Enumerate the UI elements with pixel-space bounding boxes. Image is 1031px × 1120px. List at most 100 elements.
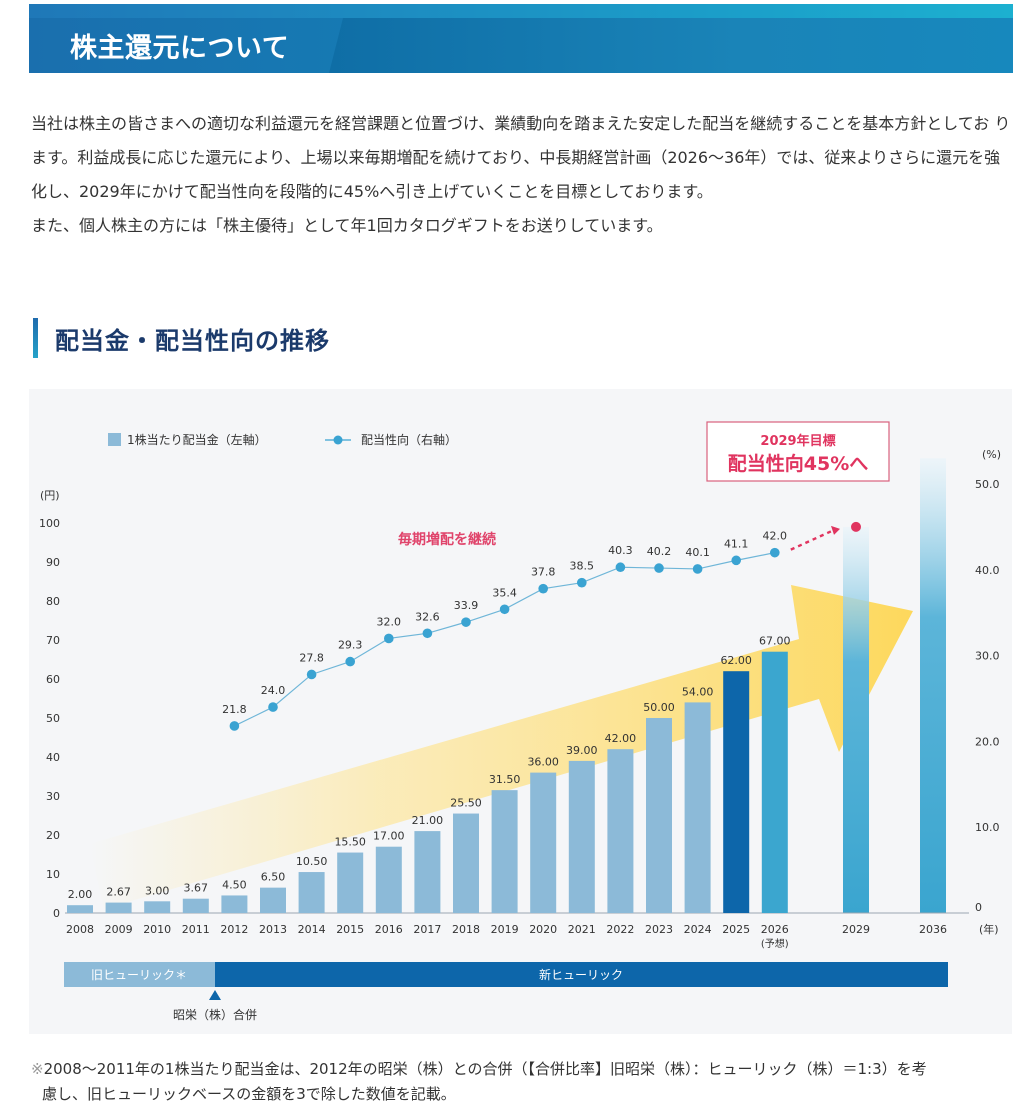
x-tick-label-2008: 2008 xyxy=(66,923,94,936)
payout-point-2025 xyxy=(731,555,741,566)
payout-point-2017 xyxy=(422,628,433,639)
y-tick-label: 60 xyxy=(46,673,60,686)
target-box-line1: 2029年目標 xyxy=(760,433,835,449)
dividend-label-2010: 3.00 xyxy=(145,884,170,897)
payout-point-2018 xyxy=(461,617,471,627)
payout-target-point-2029 xyxy=(851,521,861,532)
x-axis-unit: (年) xyxy=(979,922,999,936)
y-tick-label: 50 xyxy=(46,712,60,725)
payout-point-2021 xyxy=(577,577,587,588)
payout-label-2026: 42.0 xyxy=(763,530,788,543)
merger-label: 昭栄（株）合併 xyxy=(173,1007,257,1022)
dividend-bar-2013 xyxy=(260,887,286,913)
dividend-bar-2016 xyxy=(375,846,402,913)
payout-point-2026 xyxy=(770,547,780,558)
dividend-bar-2015 xyxy=(337,852,364,913)
x-tick-sublabel-2026: (予想) xyxy=(761,937,789,950)
payout-label-2025: 41.1 xyxy=(724,537,749,550)
payout-label-2018: 33.9 xyxy=(454,599,479,612)
x-tick-label-2013: 2013 xyxy=(259,923,287,936)
dividend-label-2009: 2.67 xyxy=(106,886,131,899)
dividend-bar-2017 xyxy=(414,831,441,913)
intro-paragraph-2: また、個人株主の方には「株主優待」として年1回カタログギフトをお送りしています。 xyxy=(31,216,663,235)
legend-bar-label: 1株当たり配当金（左軸） xyxy=(127,432,267,447)
y-tick-label: 100 xyxy=(39,517,60,530)
dividend-bar-2018 xyxy=(453,813,479,913)
dividend-label-2017: 21.00 xyxy=(412,814,444,827)
company-timeline: 旧ヒューリック＊ 新ヒューリック 昭栄（株）合併 xyxy=(64,962,948,1022)
dividend-label-2023: 50.00 xyxy=(643,701,675,714)
intro-text: 当社は株主の皆さまへの適切な利益還元を経営課題と位置づけ、業績動向を踏まえた安定… xyxy=(31,107,1016,243)
y2-tick-label: 50.0 xyxy=(975,478,1000,491)
y2-tick-label: 40.0 xyxy=(975,564,1000,577)
dividend-label-2016: 17.00 xyxy=(373,830,405,843)
dividend-bar-2009 xyxy=(105,902,132,913)
x-tick-label-2012: 2012 xyxy=(220,923,248,936)
x-tick-label-2029: 2029 xyxy=(842,923,870,936)
x-tick-label-2011: 2011 xyxy=(182,923,210,936)
y-tick-label: 80 xyxy=(46,595,60,608)
y2-tick-label: 20.0 xyxy=(975,735,1000,748)
payout-point-2014 xyxy=(306,669,317,680)
growth-arrow xyxy=(89,585,913,909)
target-box: 2029年目標 配当性向45%へ xyxy=(706,421,890,482)
dividend-label-2008: 2.00 xyxy=(68,888,93,901)
page-title: 株主還元について xyxy=(70,33,290,64)
dividend-bar-2014 xyxy=(298,872,325,913)
footnote: ※2008〜2011年の1株当たり配当金は、2012年の昭栄（株）との合併（【合… xyxy=(31,1057,1021,1107)
dividend-bar-2021 xyxy=(568,760,595,913)
x-tick-label-2020: 2020 xyxy=(529,923,557,936)
legend-line-label: 配当性向（右軸） xyxy=(361,432,457,447)
dividend-label-2014: 10.50 xyxy=(296,855,328,868)
dividend-bar-2026 xyxy=(761,651,788,913)
legend-line-dot xyxy=(333,435,343,445)
y-tick-label: 20 xyxy=(46,829,60,842)
payout-label-2023: 40.2 xyxy=(647,545,672,558)
dividend-bar-2008 xyxy=(67,905,93,913)
dividend-label-2011: 3.67 xyxy=(184,882,209,895)
x-tick-label-2010: 2010 xyxy=(143,923,171,936)
payout-label-2020: 37.8 xyxy=(531,566,556,579)
x-tick-label-2015: 2015 xyxy=(336,923,364,936)
timeline-new-label: 新ヒューリック xyxy=(539,967,623,982)
x-tick-label-2026: 2026 xyxy=(761,923,789,936)
payout-point-2022 xyxy=(615,562,626,573)
x-tick-label-2024: 2024 xyxy=(684,923,712,936)
future-bar-2029 xyxy=(843,526,869,913)
payout-point-2012 xyxy=(229,721,240,731)
footnote-line-2: 慮し、旧ヒューリックベースの金額を3で除した数値を記載。 xyxy=(42,1085,456,1103)
x-tick-label-2021: 2021 xyxy=(568,923,596,936)
x-tick-label-2036: 2036 xyxy=(919,923,947,936)
dividend-bar-2011 xyxy=(182,898,209,913)
y-tick-label: 40 xyxy=(46,751,60,764)
footnote-mark: ※ xyxy=(31,1060,44,1078)
dividend-bar-2022 xyxy=(607,749,634,913)
payout-label-2016: 32.0 xyxy=(377,615,402,628)
y-tick-label: 0 xyxy=(53,907,60,920)
intro-paragraph-1: 当社は株主の皆さまへの適切な利益還元を経営課題と位置づけ、業績動向を踏まえた安定… xyxy=(31,114,1011,201)
payout-point-2015 xyxy=(345,656,356,667)
legend-bar-swatch xyxy=(108,433,121,446)
chart-container: 0 10 20 30 40 50 60 70 80 90 100 0 10.0 20.0 30.0 40.0 5… xyxy=(29,389,1012,1034)
x-tick-label-2009: 2009 xyxy=(105,923,133,936)
y-axis-unit: (円) xyxy=(40,489,60,502)
future-bar-2036 xyxy=(920,458,946,913)
x-tick-label-2025: 2025 xyxy=(722,923,750,936)
payout-point-2020 xyxy=(538,583,548,594)
dividend-label-2026: 67.00 xyxy=(759,635,791,648)
dividend-bar-2020 xyxy=(530,772,557,913)
footnote-line-1: 2008〜2011年の1株当たり配当金は、2012年の昭栄（株）との合併（【合併… xyxy=(43,1060,927,1078)
y2-tick-label: 30.0 xyxy=(975,650,1000,663)
y-tick-label: 90 xyxy=(46,556,60,569)
y-tick-label: 10 xyxy=(46,868,60,881)
y2-tick-label: 10.0 xyxy=(975,821,1000,834)
x-tick-label-2016: 2016 xyxy=(375,923,403,936)
dividend-label-2025: 62.00 xyxy=(720,654,752,667)
dividend-label-2019: 31.50 xyxy=(489,773,520,786)
growth-annotation: 毎期増配を継続 xyxy=(398,531,496,548)
payout-label-2024: 40.1 xyxy=(685,546,710,559)
dividend-label-2024: 54.00 xyxy=(682,685,714,698)
dividend-bar-2010 xyxy=(144,901,171,913)
dividend-bar-2012 xyxy=(221,895,248,913)
payout-point-2013 xyxy=(268,702,278,712)
